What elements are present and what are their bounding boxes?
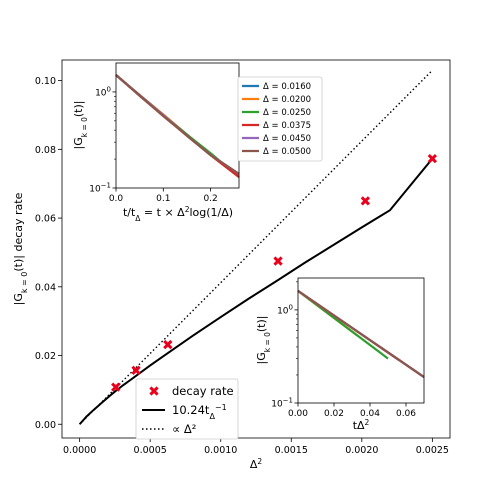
bottom-inset-y-tick-label: 100 [277, 303, 293, 316]
bottom-inset-x-tick-label: 0.06 [396, 409, 416, 419]
main-y-tick-label: 0.10 [35, 76, 56, 87]
top-inset-x-ticks: 0.0 0.1 0.2 [109, 188, 218, 204]
main-x-tick-label: 0.0010 [204, 445, 237, 456]
main-x-tick-label: 0.0025 [416, 445, 449, 456]
main-x-tick-label: 0.0015 [275, 445, 308, 456]
main-x-tick-label: 0.0000 [63, 445, 96, 456]
fit-line [78, 157, 434, 425]
legend-label-delta-6: Δ = 0.0500 [263, 147, 311, 157]
legend-label-delta-2: Δ = 0.0200 [263, 95, 311, 105]
legend-marker-decay-rate [149, 386, 159, 396]
main-y-tick-label: 0.08 [35, 145, 56, 156]
top-inset-plot-marks [115, 74, 240, 178]
main-legend-box [135, 378, 239, 440]
bottom-inset-x-tick-label: 0.04 [360, 409, 380, 419]
main-y-ticks: 0.00 0.02 0.04 0.06 0.08 0.10 [35, 76, 62, 431]
bottom-inset-x-ticks: 0.00 0.02 0.04 0.06 [288, 403, 416, 419]
top-inset-series-line [115, 74, 240, 175]
bottom-inset-plot-marks [297, 289, 425, 378]
bottom-inset-series-line [297, 289, 425, 378]
decay-rate-point [163, 339, 173, 350]
decay-rate-point [427, 153, 438, 164]
top-inset-x-tick-label: 0.0 [109, 194, 124, 204]
top-inset-y-tick-label: 100 [95, 85, 111, 98]
decay-rate-point [111, 382, 121, 392]
top-inset-x-tick-label: 0.2 [203, 194, 217, 204]
top-inset-y-tick-label: 10−1 [89, 182, 111, 195]
main-y-tick-label: 0.06 [35, 214, 56, 225]
proportional-line [79, 69, 433, 425]
legend-label-delta-1: Δ = 0.0160 [263, 82, 311, 92]
legend-label-delta-4: Δ = 0.0375 [263, 121, 311, 131]
main-plot-frame [61, 59, 451, 439]
main-y-tick-label: 0.04 [35, 282, 56, 293]
main-legend: decay rate 10.24tΔ−1 ∝ Δ² [135, 378, 239, 440]
top-inset-x-axis-label: t/tΔ = t × Δ2log(1/Δ) [123, 205, 233, 223]
legend-label-delta-5: Δ = 0.0450 [263, 134, 311, 144]
main-y-tick-label: 0.02 [35, 351, 56, 362]
legend-label-proportional: ∝ Δ² [172, 422, 196, 436]
legend-label-delta-3: Δ = 0.0250 [263, 108, 311, 118]
bottom-inset-background [298, 278, 424, 403]
main-plot-marks [78, 69, 438, 425]
main-y-tick-label: 0.00 [35, 420, 56, 431]
bottom-inset-y-tick-label: 10−1 [271, 397, 293, 410]
decay-rate-point [131, 365, 141, 375]
top-inset-legend-lines [242, 84, 259, 153]
main-x-tick-label: 0.0020 [345, 445, 378, 456]
main-legend-markers [142, 386, 165, 430]
legend-label-decay-rate: decay rate [172, 384, 234, 398]
decay-rate-point [273, 256, 283, 266]
bottom-inset-frame [297, 277, 425, 404]
bottom-inset-x-tick-label: 0.00 [288, 409, 308, 419]
main-x-tick-label: 0.0005 [134, 445, 167, 456]
decay-rate-point [360, 196, 371, 206]
top-inset-legend: Δ = 0.0160 Δ = 0.0200 Δ = 0.0250 Δ = 0.0… [237, 76, 323, 162]
main-axes: 0.0000 0.0005 0.0010 0.0015 0.0020 0.0025 0.0… [12, 59, 451, 471]
bottom-inset-x-tick-label: 0.02 [324, 409, 344, 419]
top-inset-x-tick-label: 0.1 [156, 194, 170, 204]
bottom-inset-y-ticks: 10−1 100 [271, 281, 298, 410]
top-inset-y-ticks: 10−1 100 [89, 85, 116, 195]
